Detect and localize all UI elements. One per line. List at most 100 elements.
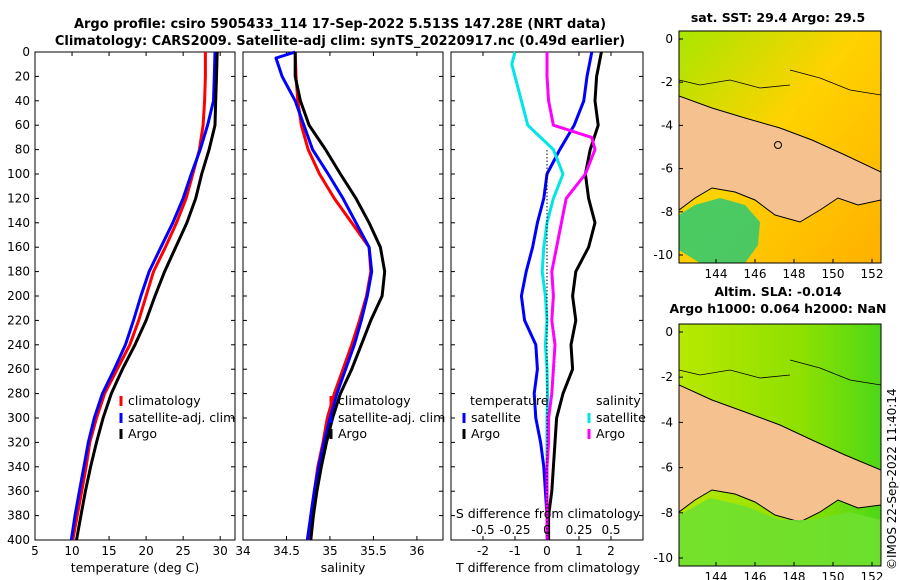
x-tick-label: 20 (138, 544, 153, 558)
new-guinea-landmass (679, 95, 881, 223)
depth-tick-label: 100 (7, 167, 30, 181)
x-tick-label: -1 (509, 544, 521, 558)
legend-satellite-label: satellite-adj. clim (338, 410, 445, 425)
sla-map-frame (678, 323, 882, 567)
temperature-axes (34, 51, 236, 541)
x-tick-label: 34 (235, 544, 250, 558)
s-tick-label: -0.25 (499, 523, 530, 537)
map-lat-label: 0 (665, 32, 673, 46)
map-lon-label: 150 (822, 267, 845, 281)
legend-salinity-title: salinity (596, 393, 641, 408)
depth-tick-label: 120 (7, 191, 30, 205)
depth-tick-label: 400 (7, 533, 30, 547)
profile-lines (69, 50, 603, 541)
depth-tick-label: 240 (7, 338, 30, 352)
legend-t-argo-label: Argo (471, 426, 500, 441)
series-line-satellite-adj-clim (69, 51, 217, 541)
x-tick-label: 36 (409, 544, 424, 558)
sst-map-frame (678, 30, 882, 264)
map-lat-label: -2 (661, 370, 673, 384)
map-lon-label: 146 (744, 267, 767, 281)
s-difference-xlabel: S difference from climatology (456, 506, 641, 521)
salinity-xlabel: salinity (321, 560, 366, 575)
depth-tick-label: 80 (15, 143, 30, 157)
map-lat-label: -4 (661, 415, 673, 429)
temperature-xlabel: temperature (deg C) (71, 560, 200, 575)
map-lon-label: 146 (744, 570, 767, 580)
s-tick-label: 0 (543, 523, 551, 537)
depth-tick-label: 140 (7, 216, 30, 230)
new-britain-coastline (789, 359, 881, 386)
x-tick-label: 10 (64, 544, 79, 558)
depth-tick-label: 380 (7, 509, 30, 523)
legend-climatology-label: climatology (128, 393, 201, 408)
map-lat-label: -8 (661, 506, 673, 520)
map-lat-label: -2 (661, 75, 673, 89)
map-lat-label: -10 (653, 551, 673, 565)
figure-title-line1: Argo profile: csiro 5905433_114 17-Sep-2… (74, 17, 606, 32)
map-lon-label: 148 (783, 267, 806, 281)
x-tick-label: 30 (213, 544, 228, 558)
map-lat-label: 0 (665, 325, 673, 339)
series-line-t-satellite (519, 51, 594, 541)
legend-argo-label: Argo (338, 426, 367, 441)
sla-map (679, 324, 881, 566)
map-lat-label: -8 (661, 205, 673, 219)
x-tick-label: 1 (575, 544, 583, 558)
depth-tick-label: 20 (15, 69, 30, 83)
x-tick-label: 35.5 (360, 544, 387, 558)
depth-tick-label: 180 (7, 265, 30, 279)
depth-tick-label: 320 (7, 435, 30, 449)
x-tick-label: -2 (477, 544, 489, 558)
x-tick-label: 2 (607, 544, 615, 558)
series-line-s-argo (545, 52, 597, 540)
series-line-argo (75, 51, 219, 541)
depth-tick-label: 300 (7, 411, 30, 425)
figure-title-line2: Climatology: CARS2009. Satellite-adj cli… (55, 34, 625, 49)
new-guinea-landmass (679, 384, 881, 523)
s-tick-label: 0.25 (566, 523, 593, 537)
depth-tick-label: 160 (7, 240, 30, 254)
map-lon-label: 152 (861, 267, 884, 281)
x-tick-label: 15 (101, 544, 116, 558)
map-lat-label: -10 (653, 248, 673, 262)
depth-tick-label: 0 (22, 45, 30, 59)
depth-tick-label: 40 (15, 94, 30, 108)
x-tick-label: 25 (176, 544, 191, 558)
legend-s-argo-label: Argo (596, 426, 625, 441)
sla-lat-ticks: 0 -2 -4 -6 -8 -10 (653, 325, 683, 565)
sst-map-title: sat. SST: 29.4 Argo: 29.5 (691, 10, 865, 25)
s-tick-label: -0.5 (471, 523, 494, 537)
series-line-climatology (293, 51, 373, 541)
t-difference-xlabel: T difference from climatology (455, 560, 641, 575)
legend-temperature-title: temperature (470, 393, 549, 408)
legend-satellite-label: satellite-adj. clim (128, 410, 235, 425)
map-lon-label: 144 (705, 570, 728, 580)
coral-sea-cool-water (679, 198, 760, 263)
x-tick-label: 34.5 (273, 544, 300, 558)
depth-tick-label: 260 (7, 362, 30, 376)
argo-float-marker (774, 141, 782, 149)
depth-ticks: 0 20 40 60 80 100 120 140 160 180 200 220 240 260 280 3… (7, 45, 643, 547)
x-tick-label: 5 (31, 544, 39, 558)
island-coastline (679, 79, 791, 89)
depth-tick-label: 280 (7, 387, 30, 401)
imos-timestamp: ©IMOS 22-Sep-2022 11:40:14 (885, 388, 899, 570)
s-tick-label: 0.5 (601, 523, 620, 537)
map-lat-label: -6 (661, 162, 673, 176)
x-tick-label: 35 (322, 544, 337, 558)
x-ticks: 5 10 15 20 25 30 34 34.5 35 35.5 36 -2 -1 0 1 2 (31, 52, 615, 558)
series-line-satellite-adj-clim (274, 50, 374, 541)
map-lat-label: -6 (661, 461, 673, 475)
legend-t-satellite-label: satellite (471, 410, 521, 425)
salinity-legend: climatology satellite-adj. clim Argo (329, 393, 445, 441)
series-line-t-argo (547, 51, 603, 540)
legend-argo-label: Argo (128, 426, 157, 441)
new-britain-coastline (789, 69, 881, 96)
depth-tick-label: 220 (7, 313, 30, 327)
sla-map-title: Altim. SLA: -0.014 (714, 284, 842, 299)
map-lat-label: -4 (661, 118, 673, 132)
depth-tick-label: 340 (7, 460, 30, 474)
legend-climatology-label: climatology (338, 393, 411, 408)
